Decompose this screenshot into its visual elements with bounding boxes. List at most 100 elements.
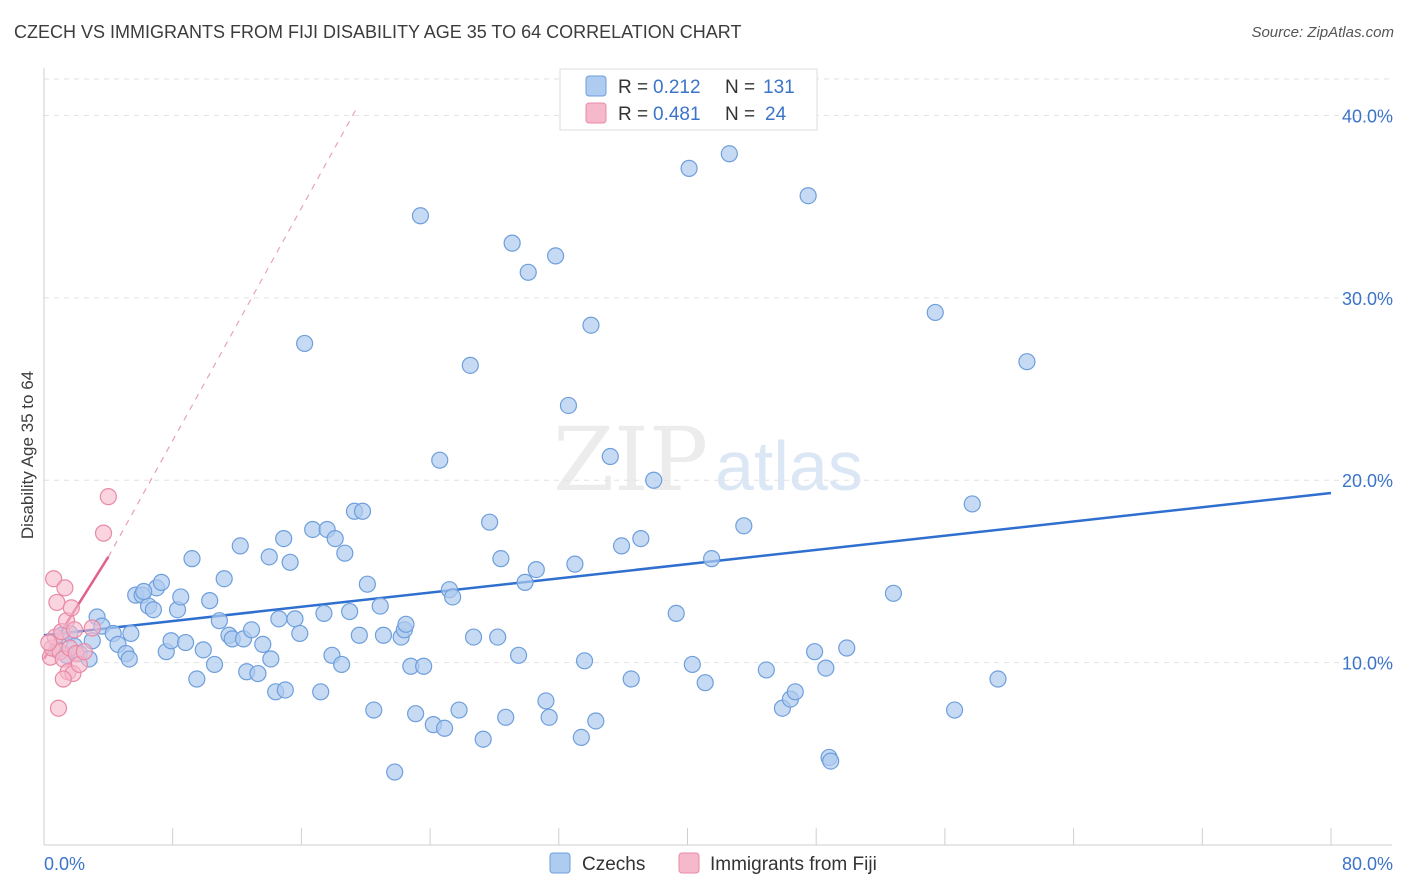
watermark-atlas: atlas — [715, 427, 863, 505]
fiji-point — [99, 488, 117, 506]
czech-point — [262, 650, 280, 668]
czech-point — [260, 548, 278, 566]
czech-point — [205, 655, 224, 674]
fiji-point — [83, 619, 101, 637]
czech-point — [817, 659, 835, 677]
czech-point — [350, 626, 368, 644]
czech-point — [188, 670, 206, 688]
czech-point — [963, 495, 981, 513]
fiji-point — [62, 599, 80, 617]
y-tick-label: 30.0% — [1342, 289, 1393, 309]
data-points — [40, 145, 1036, 781]
czech-point — [194, 641, 212, 659]
czech-point — [276, 681, 294, 699]
czech-point — [601, 447, 619, 466]
czech-point — [312, 683, 330, 701]
czech-point — [572, 728, 590, 746]
czech-point — [566, 555, 584, 573]
fiji-point — [40, 633, 58, 652]
czech-point — [481, 513, 499, 531]
czech-point — [326, 529, 344, 548]
watermark: ZIP atlas — [553, 408, 863, 511]
bottom-legend-swatch-czechs — [549, 852, 571, 874]
trendlines — [42, 106, 1332, 660]
czech-point — [411, 207, 430, 225]
czech-point — [336, 544, 354, 562]
legend: R = 0.212 N = 131 R = 0.481 N = 24 — [559, 68, 818, 131]
czech-point — [575, 652, 594, 670]
bottom-legend-label-fiji: Immigrants from Fiji — [710, 854, 877, 875]
czech-point — [735, 517, 753, 535]
czech-point — [144, 601, 162, 619]
czech-point — [386, 763, 404, 781]
czech-point — [365, 701, 383, 719]
czech-point — [926, 303, 944, 322]
czech-point — [489, 628, 507, 646]
czech-point — [703, 550, 721, 568]
fiji-point — [48, 593, 66, 612]
gridlines: 10.0% 20.0% 30.0% 40.0% — [44, 78, 1393, 674]
czech-trendline — [43, 491, 1332, 637]
czech-point — [503, 234, 521, 252]
czech-point — [374, 626, 393, 644]
czech-point — [242, 621, 261, 639]
fiji-point — [56, 579, 74, 597]
czech-point — [527, 561, 545, 579]
legend-r-label-czechs: R = — [618, 77, 648, 98]
czech-point — [632, 529, 650, 548]
czech-point — [546, 247, 565, 265]
source-label: Source: ZipAtlas.com — [1251, 24, 1394, 41]
czech-point — [884, 584, 903, 602]
fiji-point — [54, 670, 72, 688]
czech-point — [135, 582, 153, 601]
fiji-point — [94, 524, 113, 542]
czech-point — [450, 701, 468, 719]
czech-point — [215, 570, 233, 588]
czech-point — [720, 145, 738, 163]
czech-point — [183, 550, 201, 568]
czech-point — [249, 664, 267, 683]
czech-point — [172, 588, 190, 606]
axes — [43, 68, 1392, 846]
czech-point — [291, 624, 309, 643]
czech-point — [120, 650, 138, 668]
x-tick-label-max: 80.0% — [1342, 854, 1393, 874]
czech-point — [838, 639, 856, 657]
czech-point — [667, 604, 685, 622]
y-tick-label: 10.0% — [1342, 654, 1393, 674]
czech-point — [516, 573, 534, 591]
czech-point — [358, 575, 376, 593]
czech-point — [122, 624, 140, 643]
czech-point — [587, 712, 605, 730]
legend-r-label-fiji: R = — [618, 104, 648, 125]
czech-point — [231, 537, 249, 555]
czech-point — [645, 471, 663, 489]
czech-point — [989, 670, 1007, 688]
czech-point — [497, 708, 515, 726]
czech-point — [315, 604, 333, 622]
legend-n-value-fiji: 24 — [765, 104, 787, 125]
czech-point — [281, 553, 299, 571]
bottom-legend-swatch-fiji — [678, 852, 700, 874]
czech-point — [757, 661, 775, 679]
czech-point — [397, 615, 415, 633]
czech-point — [559, 396, 578, 415]
czech-point — [270, 610, 288, 628]
czech-point — [444, 588, 462, 606]
y-axis-title: Disability Age 35 to 64 — [18, 371, 37, 539]
czech-point — [333, 655, 351, 674]
czech-point — [275, 529, 293, 548]
czech-point — [464, 628, 483, 646]
bottom-legend: Czechs Immigrants from Fiji — [549, 852, 877, 875]
x-tick-label-min: 0.0% — [44, 854, 85, 874]
czech-point — [786, 683, 804, 701]
czech-point — [415, 657, 433, 675]
y-tick-label: 20.0% — [1342, 471, 1393, 491]
legend-swatch-czechs — [585, 75, 607, 97]
legend-r-value-fiji: 0.481 — [653, 104, 701, 125]
bottom-legend-label-czechs: Czechs — [582, 854, 645, 875]
czech-point — [582, 316, 600, 334]
czech-point — [341, 602, 359, 621]
legend-n-label-fiji: N = — [725, 104, 755, 125]
